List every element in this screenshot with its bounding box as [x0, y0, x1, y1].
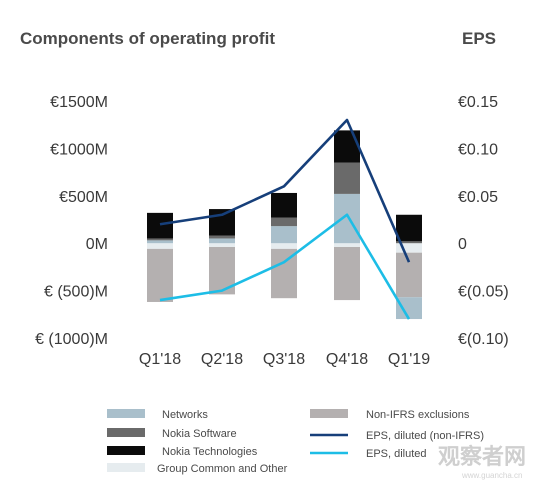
bar-segment	[209, 209, 235, 236]
bar-segment	[396, 243, 422, 253]
x-axis: Q1'18 Q2'18 Q3'18 Q4'18 Q1'19	[139, 351, 430, 368]
watermark-text: 观察者网	[438, 444, 526, 469]
chart-title: Components of operating profit	[20, 29, 275, 48]
right-tick-label: €(0.10)	[458, 331, 509, 348]
left-tick-label: € (1000)M	[35, 331, 108, 348]
right-tick-label: €0.10	[458, 141, 498, 158]
bar-segment	[334, 243, 360, 247]
x-tick-label: Q1'18	[139, 351, 181, 368]
right-axis-title: EPS	[462, 29, 496, 48]
watermark-url: www.guancha.cn	[461, 471, 522, 480]
bar-segment	[334, 130, 360, 163]
bar-segment	[147, 238, 173, 241]
bar-segment	[209, 235, 235, 239]
legend-swatch	[107, 409, 145, 418]
left-tick-label: €1500M	[50, 94, 108, 111]
legend-label: Nokia Software	[162, 428, 237, 440]
right-tick-label: 0	[458, 236, 467, 253]
legend-swatch	[310, 409, 348, 418]
eps-line	[159, 213, 411, 320]
legend-label: Networks	[162, 409, 208, 421]
bar-segment	[396, 297, 422, 320]
bar-segment	[209, 243, 235, 247]
right-axis: €0.15 €0.10 €0.05 0 €(0.05) €(0.10)	[458, 94, 509, 348]
eps-line	[159, 118, 411, 263]
x-tick-label: Q2'18	[201, 351, 243, 368]
x-tick-label: Q4'18	[326, 351, 368, 368]
bar-segment	[147, 248, 173, 302]
left-tick-label: €1000M	[50, 141, 108, 158]
x-tick-label: Q1'19	[388, 351, 430, 368]
legend-swatch	[107, 428, 145, 437]
bar-segment	[147, 212, 173, 239]
left-axis: €1500M €1000M €500M 0M € (500)M € (1000)M	[35, 94, 108, 348]
bar-segment	[271, 192, 297, 218]
bar-segment	[334, 193, 360, 244]
legend-label: EPS, diluted	[366, 448, 427, 460]
right-tick-label: €(0.05)	[458, 284, 509, 301]
x-tick-label: Q3'18	[263, 351, 305, 368]
line-series	[159, 118, 411, 320]
left-tick-label: 0M	[86, 236, 108, 253]
legend-swatch	[107, 446, 145, 455]
bar-segment	[147, 243, 173, 249]
bar-segment	[209, 238, 235, 244]
bar-segment	[396, 241, 422, 244]
right-tick-label: €0.15	[458, 94, 498, 111]
bar-segment	[147, 240, 173, 244]
legend-label: EPS, diluted (non-IFRS)	[366, 430, 484, 442]
legend-label: Non-IFRS exclusions	[366, 409, 470, 421]
legend-label: Group Common and Other	[157, 463, 288, 475]
bar-series	[147, 130, 422, 320]
bar-segment	[271, 226, 297, 244]
bar-segment	[271, 217, 297, 227]
legend-label: Nokia Technologies	[162, 446, 258, 458]
legend: Group Common and Other Non-IFRS exclusion…	[107, 409, 484, 475]
bar-segment	[334, 246, 360, 301]
bar-segment	[271, 243, 297, 249]
bar-segment	[396, 214, 422, 242]
left-tick-label: € (500)M	[44, 284, 108, 301]
watermark: 观察者网 www.guancha.cn	[438, 444, 526, 480]
right-tick-label: €0.05	[458, 189, 498, 206]
legend-swatch	[107, 463, 145, 472]
left-tick-label: €500M	[59, 189, 108, 206]
bar-segment	[334, 162, 360, 194]
